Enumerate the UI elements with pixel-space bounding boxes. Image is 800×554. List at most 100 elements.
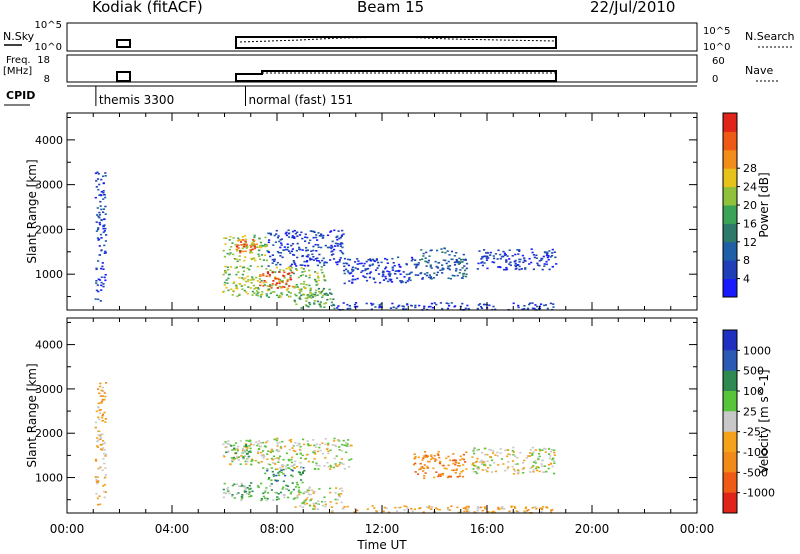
echo-pixel	[265, 441, 268, 444]
echo-pixel	[461, 261, 464, 263]
echo-pixel	[477, 506, 480, 508]
echo-pixel	[225, 446, 228, 448]
echo-pixel	[296, 465, 299, 468]
echo-pixel	[104, 476, 107, 479]
echo-pixel	[104, 196, 107, 199]
echo-pixel	[294, 232, 297, 235]
echo-pixel	[257, 486, 260, 489]
echo-pixel	[421, 278, 424, 280]
echo-pixel	[402, 271, 405, 273]
echo-pixel	[276, 277, 279, 280]
echo-pixel	[461, 302, 464, 305]
echo-pixel	[279, 239, 282, 241]
echo-pixel	[290, 440, 293, 443]
echo-pixel	[94, 460, 98, 462]
echo-pixel	[522, 467, 525, 469]
echo-pixel	[103, 442, 106, 444]
echo-pixel	[374, 281, 377, 284]
echo-pixel	[331, 444, 334, 446]
echo-pixel	[507, 453, 510, 455]
echo-pixel	[104, 172, 107, 174]
echo-pixel	[246, 292, 249, 295]
echo-pixel	[477, 468, 480, 470]
echo-pixel	[259, 445, 262, 448]
echo-pixel	[299, 457, 303, 459]
echo-pixel	[104, 227, 107, 230]
echo-pixel	[236, 295, 239, 298]
echo-pixel	[244, 451, 247, 453]
echo-pixel	[225, 237, 228, 239]
echo-pixel	[262, 285, 265, 287]
echo-pixel	[302, 268, 305, 270]
echo-pixel	[336, 245, 339, 247]
echo-pixel	[324, 443, 327, 446]
echo-pixel	[229, 252, 232, 254]
echo-pixel	[398, 265, 401, 268]
echo-pixel	[433, 476, 436, 479]
echo-pixel	[462, 507, 465, 510]
echo-pixel	[226, 488, 229, 490]
echo-pixel	[97, 439, 100, 441]
echo-pixel	[326, 246, 329, 249]
echo-pixel	[441, 272, 444, 274]
echo-pixel	[426, 272, 429, 274]
echo-pixel	[534, 304, 537, 306]
echo-pixel	[484, 303, 487, 306]
echo-pixel	[102, 191, 105, 194]
echo-pixel	[309, 230, 312, 232]
colorbar-swatch	[723, 370, 737, 392]
echo-pixel	[504, 268, 508, 271]
echo-pixel	[95, 280, 98, 282]
echo-pixel	[447, 260, 450, 263]
echo-pixel	[475, 472, 479, 475]
echo-pixel	[340, 458, 343, 460]
echo-pixel	[345, 442, 348, 444]
echo-pixel	[320, 269, 323, 271]
echo-pixel	[303, 469, 306, 472]
echo-pixel	[102, 182, 105, 185]
echo-pixel	[300, 288, 303, 290]
echo-pixel	[536, 457, 540, 460]
echo-pixel	[430, 458, 433, 461]
echo-pixel	[417, 262, 420, 264]
beam-title: Beam 15	[357, 0, 425, 16]
echo-pixel	[327, 444, 330, 446]
echo-pixel	[337, 439, 340, 441]
colorbar-tick-label: 8	[743, 254, 750, 267]
echo-pixel	[279, 446, 283, 448]
echo-pixel	[239, 251, 242, 254]
echo-pixel	[307, 444, 310, 447]
echo-pixel	[245, 445, 248, 447]
echo-pixel	[95, 186, 98, 188]
echo-pixel	[281, 256, 284, 259]
echo-pixel	[489, 251, 492, 254]
time-tick-label: 00:00	[50, 522, 85, 536]
echo-pixel	[464, 307, 467, 310]
echo-pixel	[343, 467, 346, 470]
echo-pixel	[407, 278, 411, 280]
echo-pixel	[509, 264, 512, 267]
echo-pixel	[272, 455, 276, 458]
echo-pixel	[235, 258, 238, 260]
echo-pixel	[315, 502, 318, 505]
colorbar-tick-label: -1000	[743, 487, 775, 500]
echo-pixel	[260, 499, 263, 502]
echo-pixel	[338, 446, 341, 448]
echo-pixel	[508, 263, 511, 265]
echo-pixel	[286, 248, 289, 251]
echo-pixel	[222, 488, 225, 491]
echo-pixel	[102, 198, 105, 200]
echo-pixel	[465, 451, 468, 453]
echo-pixel	[99, 409, 102, 411]
echo-pixel	[529, 471, 532, 473]
echo-pixel	[268, 239, 271, 241]
echo-pixel	[465, 505, 468, 508]
echo-pixel	[317, 232, 320, 234]
echo-pixel	[306, 297, 309, 300]
echo-pixel	[290, 491, 293, 493]
echo-pixel	[268, 285, 271, 288]
echo-pixel	[242, 250, 245, 253]
echo-pixel	[103, 252, 106, 254]
echo-pixel	[287, 496, 290, 499]
colorbar-swatch	[723, 411, 737, 433]
